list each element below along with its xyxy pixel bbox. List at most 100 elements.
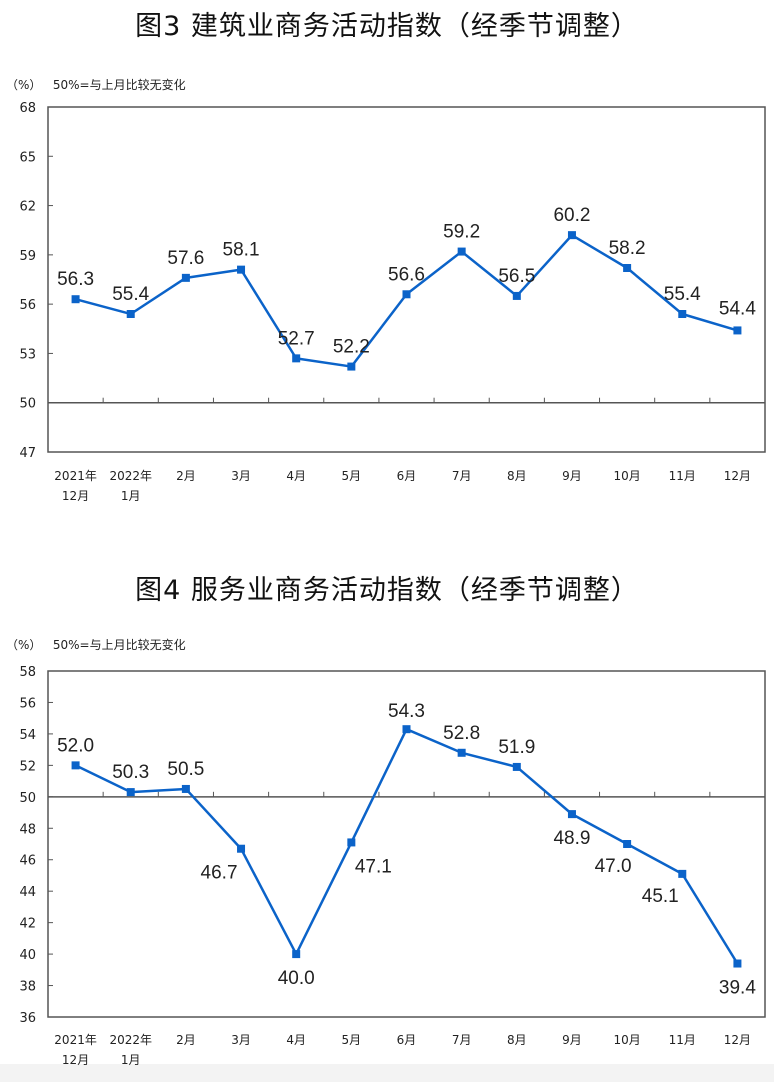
data-point-marker — [347, 838, 356, 847]
data-point-marker — [126, 310, 135, 318]
data-point-marker — [512, 291, 521, 300]
data-label: 47.1 — [355, 856, 392, 877]
data-point-marker — [512, 762, 521, 771]
x-tick-label: 2021年 12月 — [54, 1033, 97, 1067]
x-tick-label: 12月 — [724, 469, 751, 483]
data-point-marker — [733, 326, 742, 335]
data-label: 50.5 — [167, 759, 204, 780]
x-tick-label: 5月 — [342, 469, 362, 483]
data-point-marker — [402, 290, 411, 299]
chart-title-services: 图4 服务业商务活动指数（经季节调整） — [135, 575, 639, 606]
data-point-marker — [678, 310, 687, 318]
y-tick-label: 68 — [19, 101, 36, 116]
y-tick-label: 62 — [19, 200, 36, 215]
x-tick-label: 6月 — [397, 1033, 417, 1047]
data-label: 55.4 — [112, 284, 149, 305]
x-tick-label: 12月 — [724, 1033, 751, 1047]
data-point-marker — [457, 247, 466, 256]
data-label: 56.6 — [388, 264, 425, 285]
data-label: 56.5 — [498, 266, 535, 287]
y-tick-label: 59 — [19, 249, 36, 264]
data-label: 46.7 — [201, 863, 238, 884]
x-tick-label: 2月 — [176, 1033, 196, 1047]
data-label: 52.0 — [57, 735, 94, 756]
x-tick-label: 8月 — [507, 1033, 527, 1047]
data-label: 51.9 — [498, 737, 535, 758]
x-tick-label: 8月 — [507, 469, 527, 483]
data-point-marker — [347, 362, 356, 371]
data-label: 48.9 — [553, 828, 590, 849]
data-point-marker — [71, 761, 80, 770]
y-tick-label: 47 — [19, 446, 36, 461]
data-point-marker — [623, 264, 632, 272]
x-tick-label: 9月 — [562, 1033, 582, 1047]
data-point-marker — [567, 810, 576, 819]
data-label: 52.2 — [333, 337, 370, 358]
unit-note-construction: （%） 50%=与上月比较无变化 — [6, 78, 186, 92]
y-tick-label: 46 — [19, 854, 36, 869]
data-point-marker — [402, 725, 411, 734]
data-label: 58.1 — [223, 240, 260, 261]
x-tick-label: 6月 — [397, 469, 417, 483]
data-label: 58.2 — [609, 238, 646, 259]
x-tick-label: 2月 — [176, 469, 196, 483]
y-tick-label: 40 — [19, 948, 36, 963]
y-tick-label: 53 — [19, 347, 36, 362]
data-label: 54.3 — [388, 701, 425, 722]
data-point-marker — [71, 295, 80, 304]
data-point-marker — [237, 265, 246, 274]
line-chart-construction: 47 50 53 56 59 62 65 68 2021年 12月 2022年 1月 2月 3月 4月 5月 6… — [19, 101, 766, 503]
y-tick-label: 42 — [19, 917, 36, 932]
data-point-marker — [181, 784, 190, 793]
y-tick-label: 36 — [19, 1011, 36, 1026]
x-tick-label: 2022年 1月 — [109, 1033, 152, 1067]
y-tick-label: 65 — [19, 150, 36, 165]
x-tick-label: 3月 — [231, 1033, 251, 1047]
data-label: 45.1 — [642, 886, 679, 907]
y-tick-label: 56 — [19, 696, 36, 711]
data-label: 59.2 — [443, 222, 480, 243]
data-label: 40.0 — [278, 968, 315, 989]
data-point-marker — [126, 788, 135, 797]
x-tick-label: 4月 — [286, 1033, 306, 1047]
x-tick-label: 7月 — [452, 1033, 472, 1047]
data-point-marker — [623, 840, 632, 848]
x-tick-label: 9月 — [562, 469, 582, 483]
x-tick-label: 10月 — [613, 469, 640, 483]
data-label: 56.3 — [57, 269, 94, 290]
chart-title-construction: 图3 建筑业商务活动指数（经季节调整） — [135, 11, 639, 42]
x-tick-label: 10月 — [613, 1033, 640, 1047]
y-tick-label: 56 — [19, 298, 36, 313]
y-tick-label: 48 — [19, 822, 36, 837]
unit-note-services: （%） 50%=与上月比较无变化 — [6, 638, 186, 652]
y-tick-label: 50 — [19, 397, 36, 412]
y-tick-label: 54 — [19, 728, 36, 743]
x-tick-label: 11月 — [669, 469, 696, 483]
plot-area-frame — [47, 106, 766, 453]
x-tick-label: 4月 — [286, 469, 306, 483]
x-tick-label: 7月 — [452, 469, 472, 483]
data-label: 60.2 — [553, 205, 590, 226]
data-label: 39.4 — [719, 978, 756, 999]
data-label: 55.4 — [664, 284, 701, 305]
data-label: 47.0 — [595, 856, 632, 877]
data-point-marker — [181, 273, 190, 282]
data-point-marker — [237, 844, 246, 853]
x-tick-label: 3月 — [231, 469, 251, 483]
data-label: 57.6 — [167, 248, 204, 269]
y-tick-label: 50 — [19, 791, 36, 806]
y-tick-label: 38 — [19, 980, 36, 995]
x-tick-label: 11月 — [669, 1033, 696, 1047]
data-point-marker — [292, 354, 301, 363]
data-point-marker — [292, 950, 301, 959]
data-point-marker — [457, 748, 466, 757]
data-label: 50.3 — [112, 762, 149, 783]
plot-area-frame — [47, 670, 766, 1018]
data-point-marker — [678, 869, 687, 878]
y-tick-label: 52 — [19, 759, 36, 774]
data-point-marker — [733, 959, 742, 968]
y-tick-label: 58 — [19, 665, 36, 680]
data-label: 52.8 — [443, 723, 480, 744]
data-point-marker — [567, 231, 576, 240]
